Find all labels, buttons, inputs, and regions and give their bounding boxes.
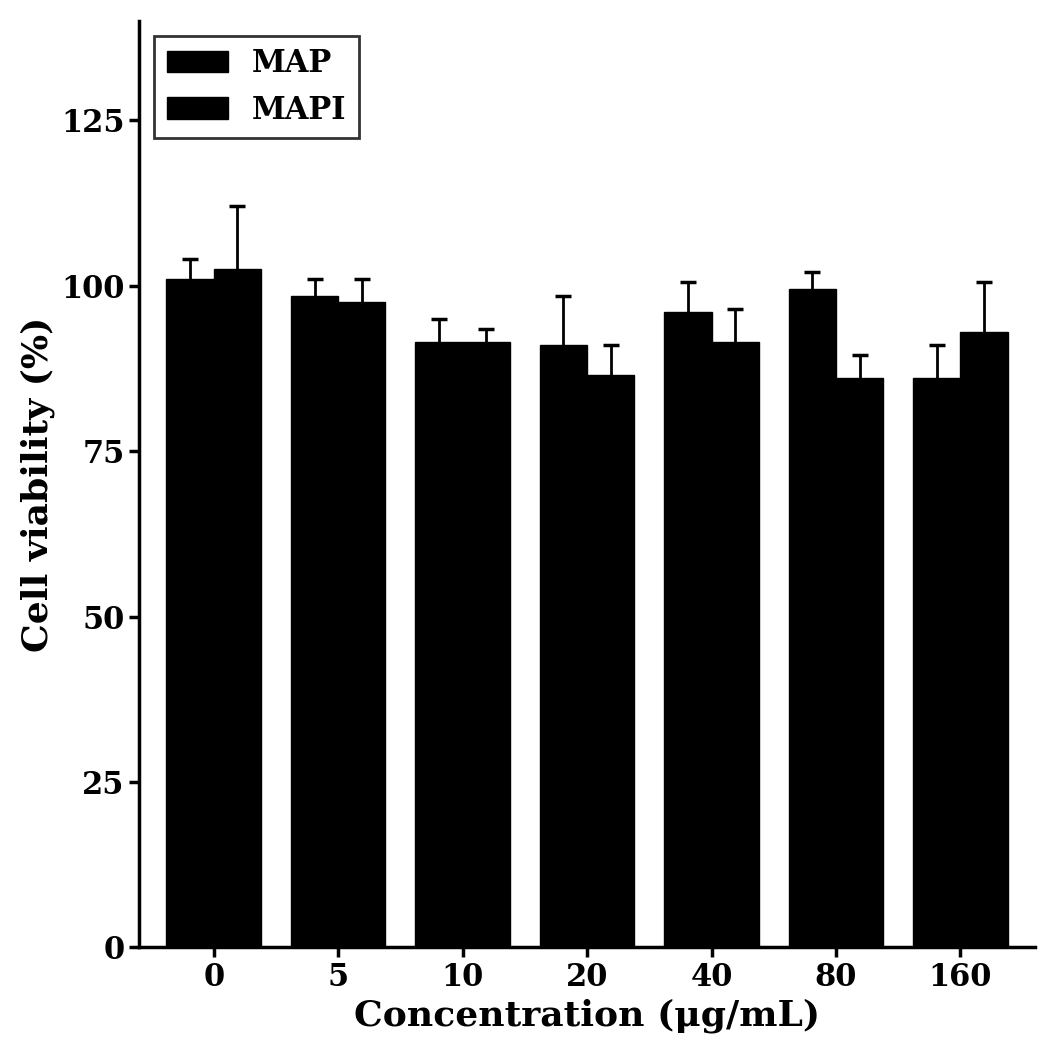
Bar — [338, 302, 385, 948]
Bar — [664, 312, 712, 948]
Bar — [836, 378, 883, 948]
Bar — [167, 279, 213, 948]
Legend: MAP, MAPI: MAP, MAPI — [154, 36, 359, 138]
Bar — [213, 269, 261, 948]
Bar — [463, 341, 510, 948]
Bar — [540, 345, 587, 948]
Bar — [961, 332, 1007, 948]
Y-axis label: Cell viability (%): Cell viability (%) — [21, 316, 55, 651]
Bar — [415, 341, 463, 948]
Bar — [789, 289, 836, 948]
Bar — [712, 341, 759, 948]
Bar — [587, 375, 635, 948]
Bar — [913, 378, 961, 948]
X-axis label: Concentration (μg/mL): Concentration (μg/mL) — [354, 998, 821, 1033]
Bar — [290, 295, 338, 948]
